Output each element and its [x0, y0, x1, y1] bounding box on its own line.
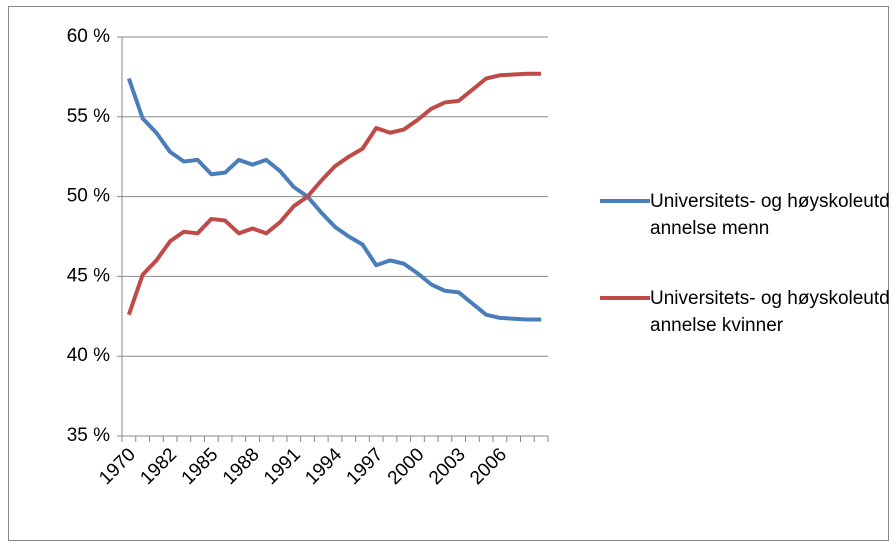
legend-label: Universitets- og høyskoleutdannelse menn	[650, 191, 890, 239]
y-tick-label: 50 %	[67, 186, 110, 207]
y-tick-label: 35 %	[67, 425, 110, 446]
chart-border	[8, 6, 889, 541]
y-tick-label: 55 %	[67, 106, 110, 127]
y-tick-label: 40 %	[67, 345, 110, 366]
y-tick-label: 60 %	[67, 26, 110, 47]
legend-label: Universitets- og høyskoleutdannelse kvin…	[650, 288, 890, 336]
series-line	[126, 71, 542, 316]
series-line	[126, 77, 542, 322]
y-tick-label: 45 %	[67, 265, 110, 286]
